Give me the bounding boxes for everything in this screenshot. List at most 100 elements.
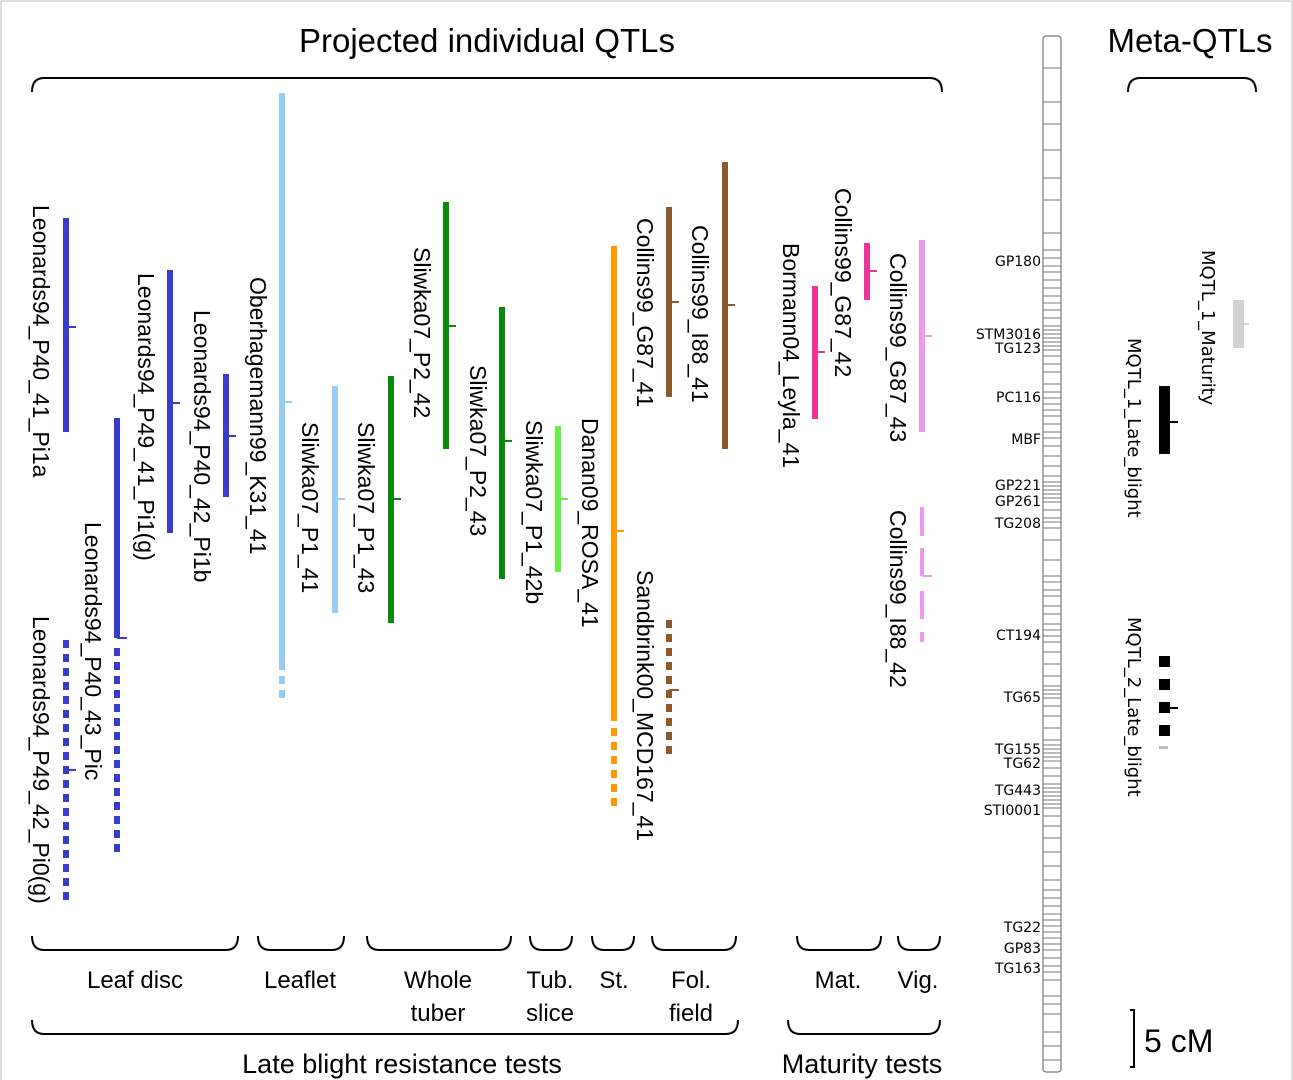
group-label: Vig.	[898, 967, 939, 994]
marker-label: TG163	[994, 961, 1041, 977]
qtl-bar-dotted-segment	[63, 836, 69, 844]
mqtl-bar-segment	[1159, 656, 1170, 667]
qtl-bar-dashed-segment	[920, 507, 924, 536]
scale-bar-label: 5 cM	[1144, 1023, 1213, 1059]
meta-qtls: MQTL_1_Maturity MQTL_1_Late_blight MQTL_2_…	[1123, 250, 1249, 797]
qtl-peak-tick	[66, 769, 76, 771]
group-brace	[366, 935, 512, 951]
qtl-label: Oberhagemann99_K31_41	[245, 277, 271, 555]
qtl-peak-tick	[614, 530, 624, 532]
qtl-label: Bormann04_Leyla_41	[778, 243, 804, 468]
left-title: Projected individual QTLs	[299, 22, 675, 59]
qtl-bar	[611, 246, 617, 721]
qtl-bar-dotted-segment	[666, 746, 672, 754]
qtl-peak-tick	[725, 304, 735, 306]
qtl-peak-tick	[502, 440, 512, 442]
mqtl-peak-tick	[1240, 323, 1249, 325]
qtl-bar-dotted-segment	[63, 640, 69, 648]
qtl-bar-dotted-segment	[611, 742, 617, 750]
group-label: field	[669, 1000, 713, 1027]
qtl-bar-dotted-segment	[666, 704, 672, 712]
group-label: Tub.	[526, 967, 573, 994]
qtl-label: Collins99_G87_41	[632, 218, 658, 407]
qtl-bar-dotted-segment	[666, 634, 672, 642]
group-label: Fol.	[671, 967, 711, 994]
marker-label: TG155	[994, 742, 1041, 758]
qtl-bar	[279, 93, 285, 662]
qtl-peak-tick	[335, 498, 345, 500]
qtl-label: Collins99_I88_41	[687, 225, 713, 403]
qtl-peak-tick	[558, 498, 568, 500]
qtl-bar-dotted-segment	[114, 648, 120, 656]
qtl-bar-dotted-segment	[666, 732, 672, 740]
qtl-peak-tick	[391, 498, 401, 500]
qtl-bar-dotted-segment	[63, 724, 69, 732]
qtl-bar-dotted-segment	[279, 676, 285, 684]
qtl-label: Collins99_G87_42	[830, 188, 856, 377]
qtl-bar-dotted-segment	[114, 802, 120, 810]
qtl-bar-dotted-segment	[666, 718, 672, 726]
qtl-bar-dotted-segment	[611, 770, 617, 778]
maturity-brace	[787, 1019, 941, 1035]
qtl-bar-dotted-segment	[63, 654, 69, 662]
chromosome-bar	[1042, 35, 1062, 1073]
qtl-label: Sliwka07_P1_41	[297, 422, 323, 593]
qtl-bar-dotted-segment	[63, 710, 69, 718]
qtl-bar	[114, 418, 120, 638]
qtl-bar-dotted-segment	[63, 794, 69, 802]
qtl-bar-dotted-segment	[63, 696, 69, 704]
qtl-bar-dotted-segment	[611, 784, 617, 792]
group-brace	[257, 935, 345, 951]
marker-label: STM3016	[976, 327, 1041, 343]
marker-label: GP261	[995, 494, 1041, 510]
qtl-bar-dotted-segment	[63, 864, 69, 872]
marker-label: GP83	[1004, 941, 1041, 957]
qtl-bar-dotted-segment	[114, 844, 120, 852]
qtl-bar-dashed-segment	[920, 591, 924, 619]
marker-label: MBF	[1011, 432, 1041, 448]
marker-label: STI0001	[984, 803, 1041, 819]
marker-label: TG208	[994, 516, 1041, 532]
qtl-bar-dotted-segment	[63, 752, 69, 760]
qtl-label: Leonards94_P49_42_Pi0(g)	[28, 616, 54, 904]
marker-label: TG22	[1003, 920, 1041, 936]
qtl-bar-dotted-segment	[114, 690, 120, 698]
qtl-bar-dotted-segment	[279, 690, 285, 698]
qtl-label: Collins99_I88_42	[885, 510, 911, 688]
qtl-bar-dotted-segment	[63, 808, 69, 816]
qtl-bar-dotted-segment	[666, 662, 672, 670]
qtl-peak-tick	[170, 402, 180, 404]
qtl-bar-dotted-segment	[63, 780, 69, 788]
qtl-peak-tick	[446, 325, 456, 327]
qtl-bar-dotted-segment	[114, 774, 120, 782]
qtl-bar-dotted-segment	[666, 620, 672, 628]
group-label: Whole	[404, 967, 472, 994]
qtl-label: Leonards94_P40_42_Pi1b	[189, 310, 215, 582]
mqtl-bar-segment	[1159, 746, 1168, 749]
qtl-label: Sliwka07_P2_42	[409, 247, 435, 418]
mqtl-bar-segment	[1159, 679, 1170, 690]
mqtl-label: MQTL_1_Late_blight	[1123, 338, 1144, 518]
qtl-bar	[499, 307, 505, 579]
qtl-label: Sandbrink00_MCD167_41	[632, 570, 658, 841]
group-brace	[796, 935, 882, 951]
qtl-peak-tick	[669, 301, 679, 303]
marker-label: GP180	[995, 254, 1041, 270]
linkage-group	[1042, 35, 1062, 1073]
mqtl-label: MQTL_2_Late_blight	[1123, 617, 1144, 797]
marker-label: TG65	[1003, 690, 1041, 706]
right-title: Meta-QTLs	[1107, 22, 1272, 59]
group-brace	[897, 935, 941, 951]
qtl-bar-dashed-segment	[920, 548, 924, 576]
qtl-label: Leonards94_P49_41_Pi1(g)	[133, 273, 159, 561]
brackets	[31, 77, 1257, 1035]
qtl-label: Sliwka07_P1_43	[353, 422, 379, 593]
late-blight-label: Late blight resistance tests	[242, 1049, 562, 1079]
qtl-label: Danan09_ROSA_41	[577, 418, 603, 628]
qtl-label: Sliwka07_P1_42b	[521, 420, 547, 604]
qtl-peak-tick	[226, 435, 236, 437]
marker-label: TG62	[1003, 756, 1041, 772]
qtl-bar-dotted-segment	[63, 668, 69, 676]
